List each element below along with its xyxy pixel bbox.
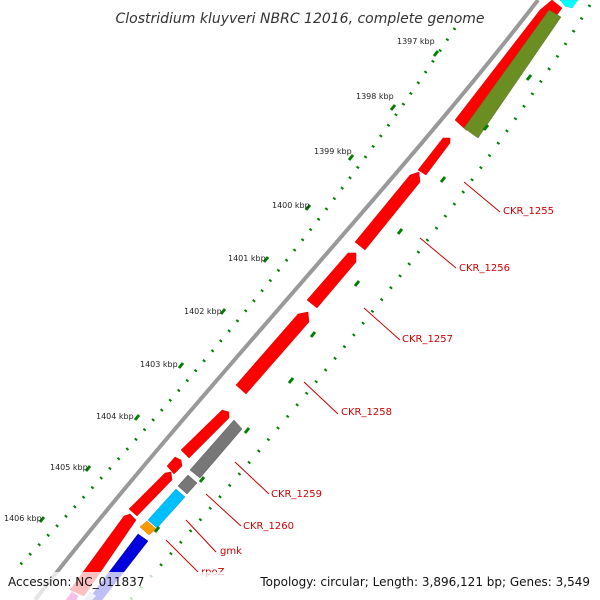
kbp-label: 1402 kbp bbox=[184, 307, 222, 316]
kbp-labels: 1397 kbp 1398 kbp 1399 kbp 1400 kbp 1401… bbox=[4, 37, 435, 523]
gene-label: CKR_1260 bbox=[243, 521, 294, 532]
gene-arrow-cyan bbox=[559, 0, 579, 9]
gene-arrow-forward bbox=[235, 311, 310, 395]
gene-label: CKR_1256 bbox=[459, 263, 510, 274]
gene-arrow-gray bbox=[177, 474, 198, 495]
genome-summary-text: Topology: circular; Length: 3,896,121 bp… bbox=[259, 575, 590, 589]
footer-backdrop bbox=[0, 572, 600, 600]
kbp-label: 1397 kbp bbox=[397, 37, 435, 46]
outer-major-ticks bbox=[38, 50, 440, 523]
kbp-label: 1403 kbp bbox=[140, 360, 178, 369]
kbp-label: 1401 kbp bbox=[228, 254, 266, 263]
map-title: Clostridium kluyveri NBRC 12016, complet… bbox=[115, 11, 484, 27]
gene-arrow-forward bbox=[128, 471, 173, 517]
gene-arrow-sky bbox=[147, 488, 186, 529]
inner-major-ticks bbox=[153, 74, 533, 533]
forward-strand-genes bbox=[69, 0, 563, 597]
gene-arrow-forward bbox=[180, 409, 230, 459]
genome-backbone bbox=[33, 0, 540, 600]
kbp-label: 1398 kbp bbox=[356, 92, 394, 101]
gene-label: CKR_1258 bbox=[341, 407, 392, 418]
gene-arrow-forward bbox=[166, 456, 183, 475]
kbp-label: 1404 kbp bbox=[96, 412, 134, 421]
gene-arrow-forward bbox=[417, 137, 451, 176]
kbp-label: 1399 kbp bbox=[314, 147, 352, 156]
kbp-label: 1400 kbp bbox=[272, 201, 310, 210]
gene-label: CKR_1259 bbox=[271, 489, 322, 500]
gene-arrow-gray bbox=[189, 419, 243, 479]
kbp-label: 1406 kbp bbox=[4, 514, 42, 523]
gene-arrow-forward bbox=[354, 171, 421, 251]
gene-label-leaders bbox=[165, 181, 501, 573]
gene-arrow-forward bbox=[306, 252, 357, 309]
gene-label: gmk bbox=[220, 546, 242, 557]
gene-label: CKR_1255 bbox=[503, 206, 554, 217]
gene-label: CKR_1257 bbox=[402, 334, 453, 345]
kbp-label: 1405 kbp bbox=[50, 463, 88, 472]
accession-text: Accession: NC_011837 bbox=[8, 575, 144, 589]
outer-tick-track bbox=[13, 27, 457, 572]
gene-arrow-olive bbox=[463, 9, 562, 139]
